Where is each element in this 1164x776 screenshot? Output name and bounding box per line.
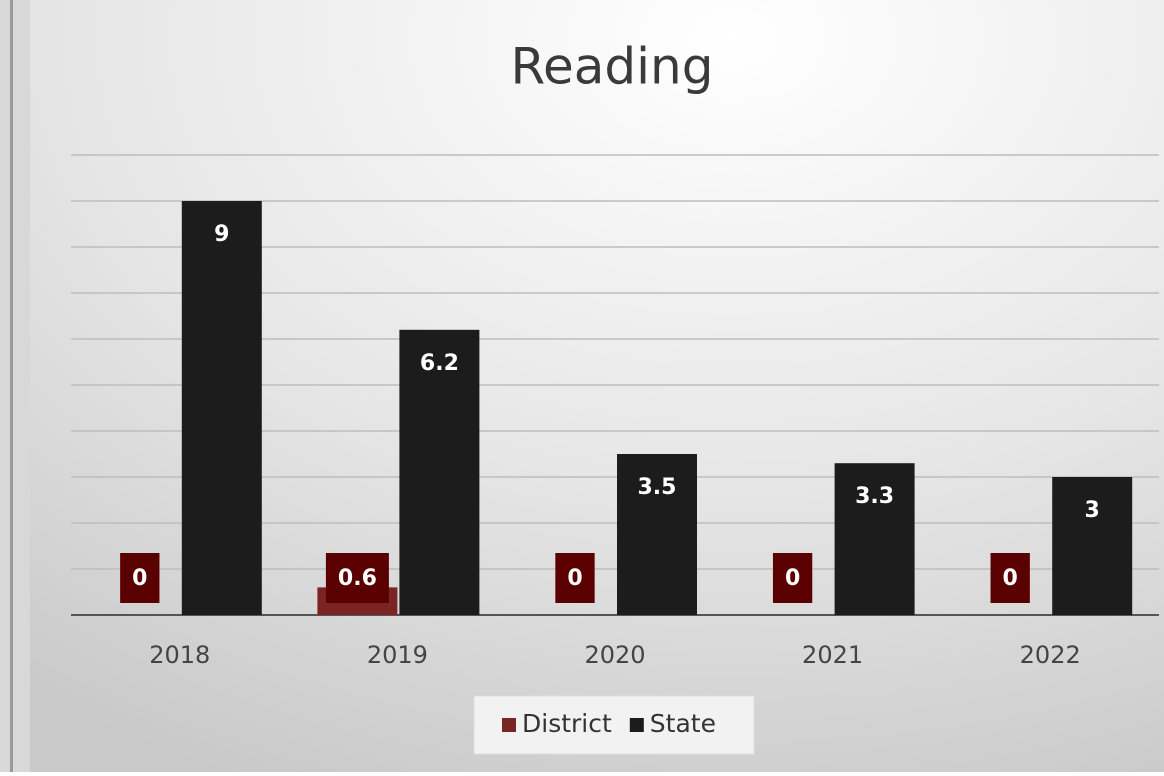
data-label-box — [625, 462, 689, 512]
data-label-box — [120, 553, 160, 603]
data-label-box — [772, 553, 813, 603]
x-tick-label: 2021 — [802, 641, 863, 669]
data-label-box — [990, 553, 1030, 603]
data-label: 3.3 — [855, 484, 894, 509]
legend-label: State — [650, 709, 716, 738]
data-label-box — [202, 209, 242, 259]
data-label: 3.5 — [638, 475, 677, 500]
data-label: 3 — [1085, 498, 1100, 523]
chart-title: Reading — [511, 38, 714, 96]
legend-swatch — [502, 718, 516, 732]
legend-label: District — [522, 709, 612, 738]
data-label-box — [555, 553, 595, 603]
sidebar — [0, 0, 30, 772]
data-label: 6.2 — [420, 351, 459, 376]
legend-swatch — [629, 718, 644, 732]
sidebar-line — [10, 0, 13, 772]
x-tick-label: 2019 — [367, 641, 428, 669]
data-label: 0 — [1003, 566, 1018, 591]
data-label: 0 — [567, 566, 582, 591]
x-tick-label: 2020 — [584, 641, 645, 669]
x-tick-label: 2018 — [149, 641, 210, 669]
data-label-box — [843, 471, 907, 522]
legend-box — [473, 695, 755, 755]
data-label: 0 — [785, 566, 800, 591]
bar — [181, 201, 262, 615]
x-tick-label: 2022 — [1020, 641, 1081, 669]
data-label-box — [1072, 485, 1112, 535]
data-label-box — [407, 337, 471, 388]
data-label-box — [325, 553, 389, 603]
data-label: 0 — [132, 566, 147, 591]
data-label: 0.6 — [338, 566, 377, 591]
data-label: 9 — [214, 222, 229, 247]
